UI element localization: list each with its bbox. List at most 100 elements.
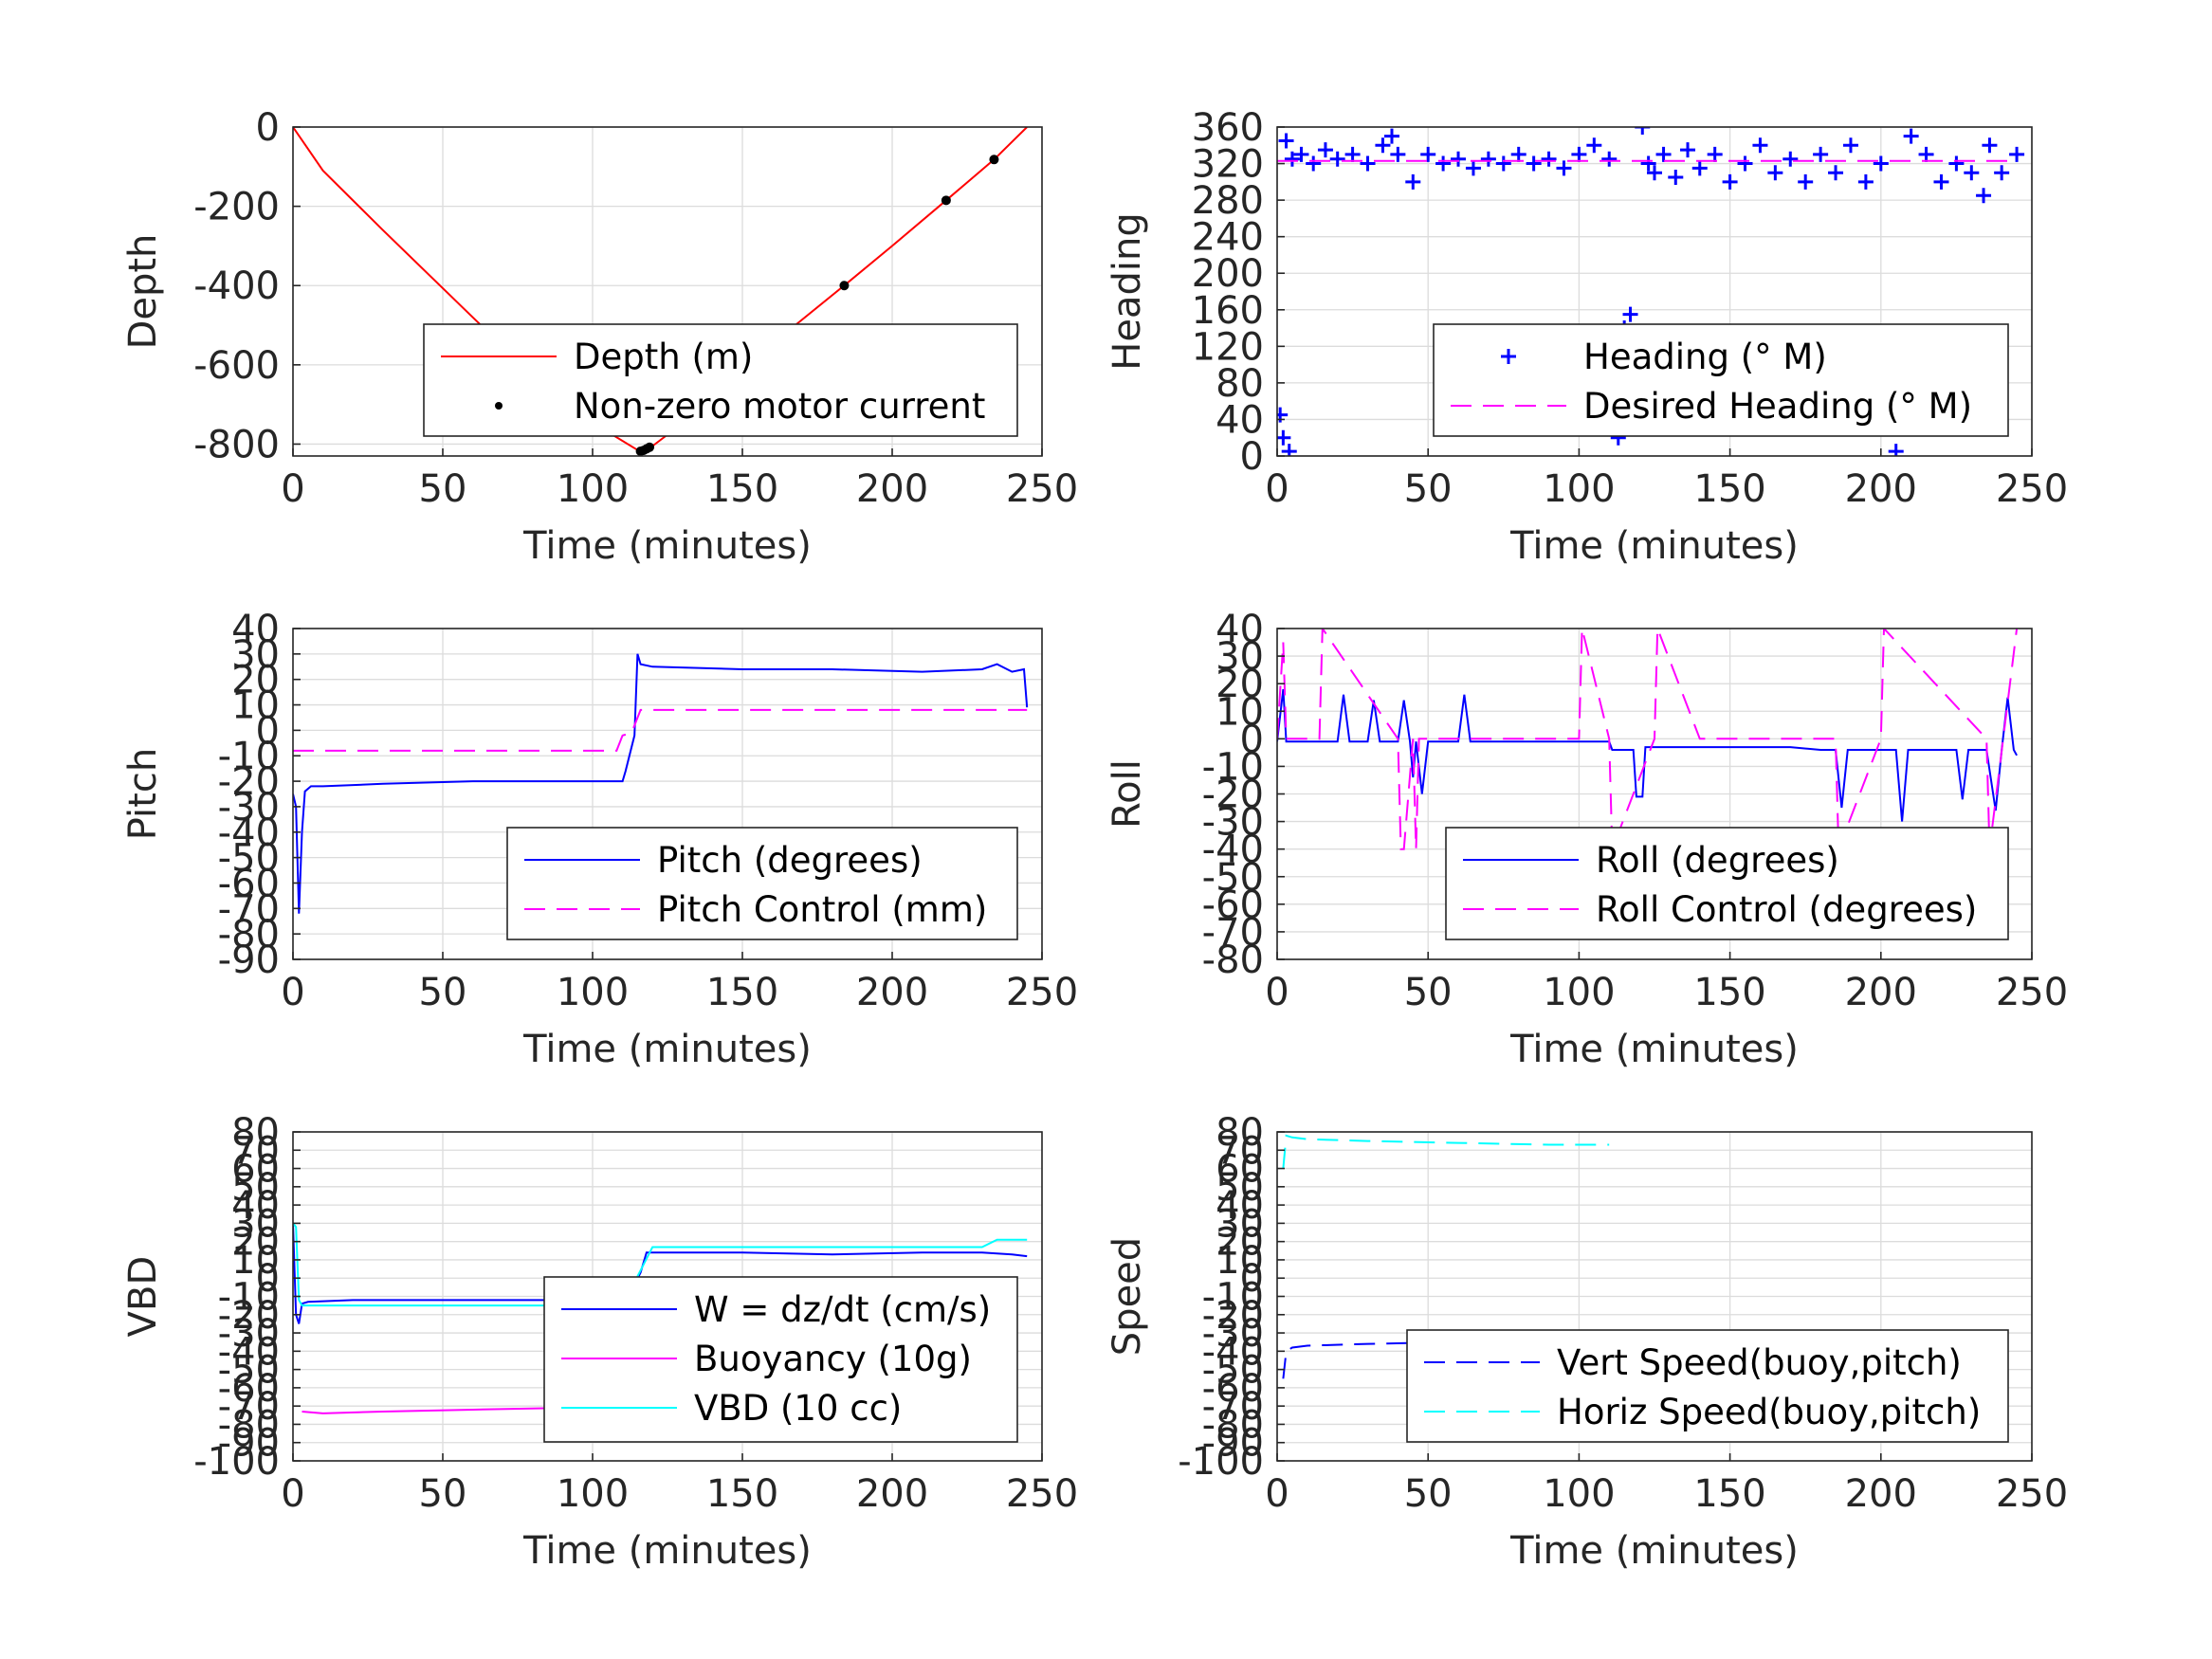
vbd-xtick-label-5: 250 bbox=[1006, 1472, 1078, 1516]
heading-ytick-label-7: 280 bbox=[1192, 179, 1264, 223]
heading-series-0-point-12 bbox=[1383, 128, 1399, 144]
pitch-ytick-label-13: -90 bbox=[218, 939, 280, 982]
roll-ytick-label-9: -50 bbox=[1202, 856, 1264, 900]
pitch-ytick-label-3: 10 bbox=[231, 684, 280, 728]
speed-ytick-label-13: -50 bbox=[1202, 1349, 1264, 1393]
heading-legend-label-0: Heading (° M) bbox=[1583, 337, 1827, 377]
depth-legend-label-0: Depth (m) bbox=[574, 337, 753, 377]
vbd-legend-label-0: W = dz/dt (cm/s) bbox=[694, 1289, 991, 1330]
heading-series-0-point-33 bbox=[1640, 155, 1656, 172]
heading-series-0-point-17 bbox=[1451, 151, 1467, 167]
depth-xtick-label-3: 150 bbox=[706, 467, 778, 511]
heading-series-0-point-52 bbox=[1903, 128, 1919, 144]
depth-axes: 0 50 100 150 200 250 0 -200 -400 -600 -800 Time (mi… bbox=[121, 106, 1078, 568]
pitch-ytick-label-9: -50 bbox=[218, 837, 280, 881]
heading-series-0-point-45 bbox=[1798, 173, 1814, 190]
heading-series-0-point-32 bbox=[1635, 127, 1651, 135]
depth-ytick-label-3: -600 bbox=[193, 344, 280, 388]
vbd-ytick-label-7: 10 bbox=[231, 1239, 280, 1283]
heading-series-0-point-24 bbox=[1556, 160, 1572, 176]
pitch-ytick-label-12: -80 bbox=[218, 913, 280, 957]
depth-series-1-point-7 bbox=[989, 155, 999, 165]
roll-xtick-label-2: 100 bbox=[1543, 971, 1615, 1014]
heading-series-0-point-51 bbox=[1888, 444, 1904, 456]
vbd-ytick-label-8: 0 bbox=[256, 1257, 280, 1301]
speed-ytick-label-10: -20 bbox=[1202, 1294, 1264, 1338]
heading-xtick-label-0: 0 bbox=[1265, 467, 1289, 511]
speed-axes: 0 50 100 150 200 25080706050403020100-10-20-3… bbox=[1106, 1111, 2068, 1573]
roll-ytick-label-1: 30 bbox=[1216, 635, 1264, 679]
speed-ytick-label-11: -30 bbox=[1202, 1312, 1264, 1356]
speed-xtick-label-4: 200 bbox=[1845, 1472, 1917, 1516]
roll-xtick-label-5: 250 bbox=[1996, 971, 2068, 1014]
heading-series-0-point-54 bbox=[1933, 173, 1949, 190]
depth-xtick-label-1: 50 bbox=[419, 467, 467, 511]
roll-ytick-label-5: -10 bbox=[1202, 745, 1264, 789]
speed-series-1-line bbox=[1282, 1134, 1610, 1169]
vbd-xtick-label-0: 0 bbox=[281, 1472, 304, 1516]
roll-ytick-label-7: -30 bbox=[1202, 801, 1264, 845]
heading-xtick-label-1: 50 bbox=[1404, 467, 1453, 511]
roll-ylabel: Roll bbox=[1106, 759, 1149, 829]
speed-legend-box bbox=[1406, 1329, 2009, 1443]
pitch-legend-label-1: Pitch Control (mm) bbox=[657, 889, 987, 930]
vbd-ytick-label-2: 60 bbox=[231, 1148, 280, 1192]
roll-legend: Roll (degrees) Roll Control (degrees) bbox=[1445, 827, 2009, 940]
depth-series-1-point-3 bbox=[645, 442, 655, 452]
roll-legend-label-0: Roll (degrees) bbox=[1596, 840, 1839, 881]
vbd-ytick-label-6: 20 bbox=[231, 1221, 280, 1265]
roll-ytick-label-0: 40 bbox=[1216, 608, 1264, 651]
depth-xlabel: Time (minutes) bbox=[522, 524, 812, 568]
roll-ytick-label-3: 10 bbox=[1216, 690, 1264, 734]
heading-ytick-label-0: 0 bbox=[1240, 435, 1264, 479]
heading-ytick-label-3: 120 bbox=[1192, 325, 1264, 369]
pitch-xtick-label-5: 250 bbox=[1006, 971, 1078, 1014]
speed-ytick-label-0: 80 bbox=[1216, 1111, 1264, 1155]
pitch-xtick-label-4: 200 bbox=[856, 971, 928, 1014]
heading-series-0-point-4 bbox=[1284, 151, 1300, 167]
heading-series-0-point-30 bbox=[1622, 306, 1638, 322]
heading-series-0-point-1 bbox=[1277, 429, 1291, 446]
heading-series-0-point-55 bbox=[1948, 155, 1965, 172]
vbd-xtick-label-2: 100 bbox=[557, 1472, 629, 1516]
heading-series-0-point-19 bbox=[1480, 151, 1496, 167]
heading-legend-box bbox=[1433, 323, 2009, 437]
pitch-series-1-line bbox=[293, 708, 1028, 752]
speed-ytick-label-12: -40 bbox=[1202, 1330, 1264, 1374]
heading-series-0-point-15 bbox=[1420, 146, 1436, 162]
depth-ytick-label-2: -400 bbox=[193, 264, 280, 308]
speed-ytick-label-1: 70 bbox=[1216, 1129, 1264, 1173]
heading-series-0-point-58 bbox=[1982, 137, 1998, 154]
heading-legend-swatch-0 bbox=[1501, 349, 1516, 364]
roll-ytick-label-2: 20 bbox=[1216, 663, 1264, 706]
pitch-ytick-label-10: -60 bbox=[218, 862, 280, 905]
speed-ytick-label-14: -60 bbox=[1202, 1367, 1264, 1411]
roll-axes: 0 50 100 150 200 250403020100-10-20-30-40-50-… bbox=[1106, 608, 2068, 1071]
roll-ytick-label-11: -70 bbox=[1202, 911, 1264, 955]
pitch-legend: Pitch (degrees) Pitch Control (mm) bbox=[506, 827, 1018, 940]
heading-series-0-point-57 bbox=[1976, 188, 1992, 204]
vbd-legend-label-1: Buoyancy (10g) bbox=[694, 1339, 972, 1379]
heading-series-0-point-9 bbox=[1344, 146, 1361, 162]
depth-frame bbox=[292, 126, 1043, 457]
heading-xtick-label-2: 100 bbox=[1543, 467, 1615, 511]
vbd-ytick-label-5: 30 bbox=[231, 1202, 280, 1246]
heading-xlabel: Time (minutes) bbox=[1509, 524, 1799, 568]
speed-xtick-label-0: 0 bbox=[1265, 1472, 1289, 1516]
heading-ytick-label-1: 40 bbox=[1216, 398, 1264, 442]
speed-ytick-label-16: -80 bbox=[1202, 1403, 1264, 1447]
roll-xtick-label-3: 150 bbox=[1693, 971, 1765, 1014]
vbd-xtick-label-1: 50 bbox=[419, 1472, 467, 1516]
vbd-ytick-label-15: -70 bbox=[218, 1385, 280, 1429]
pitch-ytick-label-7: -30 bbox=[218, 786, 280, 830]
heading-series-0-point-42 bbox=[1752, 137, 1768, 154]
heading-series-0-point-43 bbox=[1767, 165, 1783, 181]
pitch-ytick-label-8: -40 bbox=[218, 811, 280, 855]
heading-xtick-label-3: 150 bbox=[1693, 467, 1765, 511]
speed-ytick-label-4: 40 bbox=[1216, 1184, 1264, 1228]
vbd-ytick-label-12: -40 bbox=[218, 1330, 280, 1374]
roll-ytick-label-4: 0 bbox=[1240, 718, 1264, 761]
heading-legend: Heading (° M) Desired Heading (° M) bbox=[1433, 323, 2009, 437]
roll-ytick-label-8: -40 bbox=[1202, 829, 1264, 872]
speed-ylabel: Speed bbox=[1106, 1237, 1149, 1356]
